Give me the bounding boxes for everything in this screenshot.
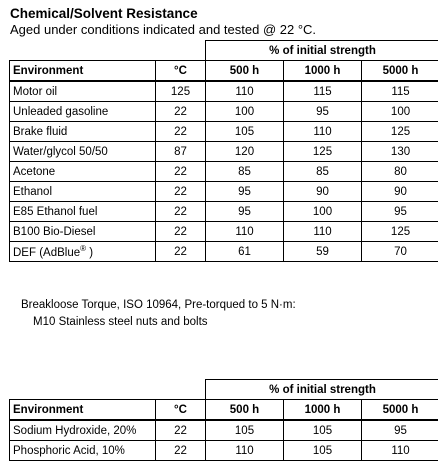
table-row: E85 Ethanol fuel 22 95 100 95 — [9, 201, 438, 222]
cell-1000h: 110 — [283, 221, 362, 242]
table-row: Phosphoric Acid, 10% 22 110 105 110 — [9, 440, 438, 461]
cell-environment: Brake fluid — [9, 121, 156, 142]
col-temperature: °C — [155, 60, 206, 82]
page-subtitle: Aged under conditions indicated and test… — [10, 22, 317, 37]
cell-5000h: 125 — [360, 221, 438, 242]
def-suffix: ) — [86, 246, 94, 259]
cell-temperature: 22 — [155, 161, 206, 182]
group-header: % of initial strength — [204, 40, 438, 61]
col-1000h: 1000 h — [283, 60, 362, 82]
group-header-row: % of initial strength — [9, 40, 438, 61]
cell-1000h: 59 — [283, 241, 362, 262]
cell-500h: 110 — [205, 440, 284, 461]
col-environment: Environment — [9, 60, 156, 82]
table-row: Sodium Hydroxide, 20% 22 105 105 95 — [9, 419, 438, 441]
blank-cell — [9, 40, 206, 61]
cell-500h: 85 — [205, 161, 284, 182]
cell-5000h: 80 — [360, 161, 438, 182]
col-environment: Environment — [9, 399, 156, 421]
cell-5000h: 130 — [360, 141, 438, 162]
cell-500h: 110 — [205, 221, 284, 242]
col-5000h: 5000 h — [360, 399, 438, 421]
table-row: Water/glycol 50/50 87 120 125 130 — [9, 141, 438, 162]
cell-environment: DEF (AdBlue® ) — [9, 241, 156, 262]
col-5000h: 5000 h — [360, 60, 438, 82]
col-500h: 500 h — [205, 399, 284, 421]
cell-500h: 105 — [205, 419, 284, 441]
cell-1000h: 105 — [283, 440, 362, 461]
cell-temperature: 22 — [155, 201, 206, 222]
cell-5000h: 70 — [360, 241, 438, 262]
column-header-row: Environment °C 500 h 1000 h 5000 h — [9, 399, 438, 421]
cell-500h: 95 — [205, 201, 284, 222]
cell-environment: Acetone — [9, 161, 156, 182]
group-header-row: % of initial strength — [9, 379, 438, 400]
cell-temperature: 22 — [155, 181, 206, 202]
cell-1000h: 100 — [283, 201, 362, 222]
cell-1000h: 125 — [283, 141, 362, 162]
cell-1000h: 110 — [283, 121, 362, 142]
cell-5000h: 95 — [360, 419, 438, 441]
cell-1000h: 85 — [283, 161, 362, 182]
cell-1000h: 95 — [283, 101, 362, 122]
table-row: DEF (AdBlue® ) 22 61 59 70 — [9, 241, 438, 262]
cell-environment: B100 Bio-Diesel — [9, 221, 156, 242]
page-title: Chemical/Solvent Resistance — [10, 6, 198, 21]
col-500h: 500 h — [205, 60, 284, 82]
torque-table: % of initial strength Environment °C 500… — [9, 379, 438, 461]
cell-temperature: 22 — [155, 121, 206, 142]
cell-environment: Sodium Hydroxide, 20% — [9, 419, 156, 441]
cell-environment: Water/glycol 50/50 — [9, 141, 156, 162]
cell-environment: Unleaded gasoline — [9, 101, 156, 122]
cell-temperature: 87 — [155, 141, 206, 162]
cell-500h: 120 — [205, 141, 284, 162]
table-row: Brake fluid 22 105 110 125 — [9, 121, 438, 142]
table-row: Motor oil 125 110 115 115 — [9, 80, 438, 102]
cell-500h: 100 — [205, 101, 284, 122]
torque-note-line1: Breakloose Torque, ISO 10964, Pre-torque… — [21, 299, 296, 311]
column-header-row: Environment °C 500 h 1000 h 5000 h — [9, 60, 438, 82]
blank-cell — [9, 379, 206, 400]
table-row: Ethanol 22 95 90 90 — [9, 181, 438, 202]
def-label: DEF (AdBlue — [13, 246, 81, 259]
cell-1000h: 90 — [283, 181, 362, 202]
cell-temperature: 22 — [155, 241, 206, 262]
table-row: Acetone 22 85 85 80 — [9, 161, 438, 182]
cell-500h: 61 — [205, 241, 284, 262]
group-header: % of initial strength — [204, 379, 438, 400]
cell-environment: Ethanol — [9, 181, 156, 202]
cell-5000h: 100 — [360, 101, 438, 122]
cell-temperature: 125 — [155, 80, 206, 102]
cell-500h: 95 — [205, 181, 284, 202]
cell-environment: Phosphoric Acid, 10% — [9, 440, 156, 461]
cell-1000h: 105 — [283, 419, 362, 441]
table-row: Unleaded gasoline 22 100 95 100 — [9, 101, 438, 122]
col-temperature: °C — [155, 399, 206, 421]
cell-temperature: 22 — [155, 440, 206, 461]
cell-5000h: 115 — [360, 80, 438, 102]
cell-environment: E85 Ethanol fuel — [9, 201, 156, 222]
cell-5000h: 125 — [360, 121, 438, 142]
cell-temperature: 22 — [155, 101, 206, 122]
cell-1000h: 115 — [283, 80, 362, 102]
resistance-table: % of initial strength Environment °C 500… — [9, 40, 438, 262]
cell-5000h: 90 — [360, 181, 438, 202]
table-row: B100 Bio-Diesel 22 110 110 125 — [9, 221, 438, 242]
registered-mark: ® — [80, 244, 87, 254]
cell-500h: 110 — [205, 80, 284, 102]
cell-5000h: 110 — [360, 440, 438, 461]
cell-environment: Motor oil — [9, 80, 156, 102]
cell-temperature: 22 — [155, 419, 206, 441]
cell-temperature: 22 — [155, 221, 206, 242]
col-1000h: 1000 h — [283, 399, 362, 421]
torque-note-line2: M10 Stainless steel nuts and bolts — [33, 316, 208, 328]
cell-5000h: 95 — [360, 201, 438, 222]
cell-500h: 105 — [205, 121, 284, 142]
